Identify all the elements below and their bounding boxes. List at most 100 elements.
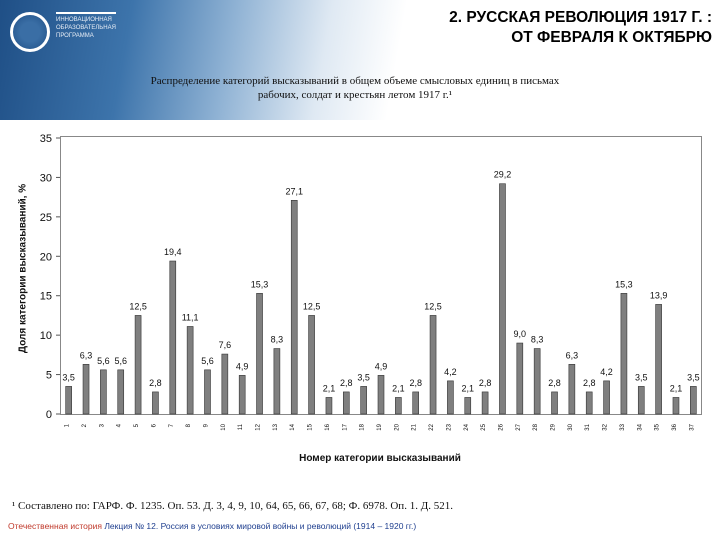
y-tick-label: 35 bbox=[40, 133, 52, 145]
y-tick-label: 30 bbox=[40, 172, 52, 184]
x-tick-label: 30 bbox=[568, 423, 574, 430]
bar-value-label: 6,3 bbox=[80, 350, 93, 360]
x-tick-label: 37 bbox=[689, 423, 695, 430]
x-tick-label: 4 bbox=[117, 423, 123, 427]
bar bbox=[134, 315, 142, 415]
bar-value-label: 3,5 bbox=[687, 372, 700, 382]
bar bbox=[551, 391, 558, 415]
bar-value-label: 2,8 bbox=[548, 378, 561, 388]
x-tick-label: 20 bbox=[394, 423, 400, 430]
bar bbox=[290, 199, 298, 415]
bar bbox=[377, 375, 385, 415]
bar-value-label: 5,6 bbox=[97, 356, 110, 366]
bar-value-label: 2,1 bbox=[670, 383, 683, 393]
bar bbox=[169, 260, 177, 415]
footer: Отечественная история Лекция № 12. Росси… bbox=[8, 521, 416, 531]
bar bbox=[672, 397, 680, 415]
bar bbox=[82, 364, 90, 415]
y-tick-label: 10 bbox=[40, 330, 52, 342]
chart-title-line2: рабочих, солдат и крестьян летом 1917 г.… bbox=[257, 89, 453, 101]
bar-value-label: 13,9 bbox=[650, 290, 668, 300]
bar bbox=[395, 397, 402, 415]
slide-title: 2. РУССКАЯ РЕВОЛЮЦИЯ 1917 Г. : ОТ ФЕВРАЛ… bbox=[449, 8, 712, 48]
bar bbox=[464, 397, 472, 415]
bar-value-label: 12,5 bbox=[303, 301, 321, 311]
bar bbox=[360, 386, 367, 415]
bar-value-label: 4,2 bbox=[600, 367, 613, 377]
bar-value-label: 2,1 bbox=[323, 383, 336, 393]
bar bbox=[690, 386, 697, 415]
x-tick-label: 16 bbox=[325, 423, 331, 430]
y-tick-label: 20 bbox=[40, 251, 52, 263]
y-tick-label: 0 bbox=[46, 409, 52, 421]
x-tick-label: 31 bbox=[585, 423, 591, 430]
logo-emblem-icon bbox=[10, 12, 50, 52]
y-axis-label: Доля категории высказываний, % bbox=[17, 183, 29, 354]
x-tick-label: 22 bbox=[429, 423, 435, 430]
x-tick-label: 7 bbox=[169, 423, 175, 427]
bar-value-label: 11,1 bbox=[182, 312, 199, 322]
bar-value-label: 3,5 bbox=[635, 372, 648, 382]
bar-value-label: 2,1 bbox=[392, 383, 405, 393]
bar bbox=[481, 391, 489, 415]
x-tick-label: 17 bbox=[342, 423, 348, 430]
x-tick-label: 36 bbox=[672, 423, 678, 430]
bar bbox=[273, 348, 281, 415]
bar-value-label: 5,6 bbox=[201, 356, 214, 366]
x-tick-label: 14 bbox=[290, 423, 296, 430]
x-tick-label: 29 bbox=[551, 423, 557, 430]
x-tick-label: 3 bbox=[99, 423, 105, 427]
bar bbox=[256, 293, 263, 415]
bar bbox=[429, 315, 437, 415]
bar-value-label: 4,2 bbox=[444, 367, 457, 377]
bar-value-label: 5,6 bbox=[114, 356, 127, 366]
y-tick-label: 25 bbox=[40, 212, 52, 224]
bar bbox=[65, 386, 72, 415]
bar-value-label: 12,5 bbox=[129, 301, 147, 311]
logo-text: ИННОВАЦИОННАЯ ОБРАЗОВАТЕЛЬНАЯ ПРОГРАММА bbox=[56, 17, 116, 39]
bar-value-label: 3,5 bbox=[62, 372, 75, 382]
x-tick-label: 8 bbox=[186, 423, 192, 427]
x-tick-label: 33 bbox=[620, 423, 626, 430]
bar-value-label: 27,1 bbox=[285, 186, 303, 196]
x-tick-label: 9 bbox=[203, 423, 209, 427]
bar-value-label: 4,9 bbox=[236, 361, 249, 371]
x-tick-label: 12 bbox=[256, 423, 262, 430]
bar-value-label: 4,9 bbox=[375, 361, 388, 371]
bar bbox=[412, 391, 420, 415]
bar bbox=[655, 304, 662, 415]
bar-chart: 0 5 10 15 20 25 30 35 3,5 1 6,3 2 5,6 3 5,6 4 12,5 5 2,8 6 1… bbox=[40, 133, 700, 431]
x-tick-label: 15 bbox=[308, 423, 314, 430]
x-tick-label: 5 bbox=[134, 423, 140, 427]
x-tick-label: 26 bbox=[498, 423, 504, 430]
bar-value-label: 8,3 bbox=[271, 335, 284, 345]
x-tick-label: 11 bbox=[238, 423, 244, 430]
x-tick-label: 35 bbox=[655, 423, 661, 430]
source-footnote: ¹ Составлено по: ГАРФ. Ф. 1235. Оп. 53. … bbox=[12, 500, 453, 512]
bar-value-label: 12,5 bbox=[424, 301, 442, 311]
bar-value-label: 15,3 bbox=[251, 279, 269, 289]
bar-value-label: 2,8 bbox=[340, 378, 353, 388]
slide-title-line1: 2. РУССКАЯ РЕВОЛЮЦИЯ 1917 Г. : bbox=[449, 9, 712, 26]
y-tick-label: 5 bbox=[46, 370, 52, 382]
x-tick-label: 10 bbox=[221, 423, 227, 430]
x-tick-label: 6 bbox=[151, 423, 157, 427]
bar-value-label: 3,5 bbox=[357, 372, 370, 382]
x-tick-label: 25 bbox=[481, 423, 487, 430]
bar bbox=[221, 353, 229, 415]
bar-value-label: 2,1 bbox=[461, 383, 474, 393]
footer-course: Отечественная история bbox=[8, 521, 102, 531]
x-tick-label: 21 bbox=[412, 423, 418, 430]
bar-value-label: 8,3 bbox=[531, 335, 544, 345]
bar bbox=[342, 391, 350, 415]
bar bbox=[637, 386, 645, 415]
x-tick-label: 24 bbox=[464, 423, 470, 430]
logo-divider bbox=[56, 12, 116, 14]
bar bbox=[585, 391, 593, 415]
bar-value-label: 29,2 bbox=[494, 170, 512, 180]
bar bbox=[516, 342, 524, 415]
bar-value-label: 2,8 bbox=[583, 378, 596, 388]
bar bbox=[603, 380, 610, 415]
x-tick-label: 19 bbox=[377, 423, 383, 430]
bar bbox=[568, 364, 576, 415]
